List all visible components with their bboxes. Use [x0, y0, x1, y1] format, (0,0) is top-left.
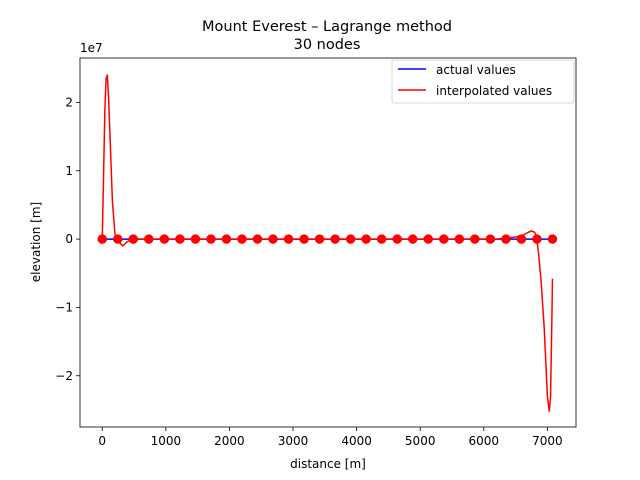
x-tick-label: 5000 [405, 434, 436, 448]
x-tick-label: 1000 [151, 434, 182, 448]
y-axis-label: elevation [m] [29, 202, 43, 282]
node-point [128, 234, 139, 244]
series-line-interpolated [101, 74, 554, 413]
node-point [159, 234, 170, 244]
x-axis: 0 1000 2000 3000 4000 5000 6000 7000 [98, 427, 563, 448]
node-point [408, 234, 418, 244]
node-point [144, 234, 154, 244]
node-point [361, 234, 371, 244]
x-tick-label: 0 [98, 434, 106, 448]
legend-box [391, 59, 575, 104]
y-tick-label: −1 [55, 300, 73, 314]
node-point [439, 234, 449, 244]
node-point [221, 234, 232, 244]
chart-title: Mount Everest – Lagrange method [202, 19, 452, 35]
x-tick-label: 4000 [341, 434, 372, 448]
legend-label-interpolated: interpolated values [436, 84, 552, 98]
node-point [283, 234, 294, 244]
y-tick-label: 2 [65, 95, 73, 109]
y-tick-label: −2 [55, 369, 73, 383]
node-point [470, 234, 480, 244]
node-point [237, 234, 247, 244]
legend: actual values interpolated values [391, 59, 575, 104]
node-point [252, 234, 263, 244]
plot-area [80, 58, 576, 427]
node-point [97, 234, 108, 244]
y-axis: −2 −1 0 1 2 [55, 95, 80, 383]
chart-subtitle: 30 nodes [294, 37, 361, 53]
y-tick-label: 0 [65, 232, 73, 246]
node-point [532, 234, 542, 244]
node-point [206, 234, 216, 244]
plot-frame [79, 57, 577, 428]
x-tick-label: 7000 [532, 434, 563, 448]
x-axis-label: distance [m] [290, 457, 366, 471]
node-point [113, 234, 123, 244]
node-point [423, 234, 434, 244]
node-point [485, 234, 496, 244]
x-tick-label: 2000 [214, 434, 245, 448]
node-point [547, 234, 558, 244]
node-point [345, 234, 356, 244]
node-point [175, 234, 185, 244]
node-point [330, 234, 340, 244]
node-point [314, 234, 325, 244]
node-point [376, 234, 387, 244]
y-scale-label: 1e7 [80, 41, 103, 55]
node-point [392, 234, 402, 244]
nodes-layer [97, 234, 558, 244]
legend-label-actual: actual values [436, 63, 516, 77]
x-tick-label: 3000 [278, 434, 309, 448]
node-point [516, 234, 527, 244]
node-point [454, 234, 465, 244]
node-point [268, 234, 278, 244]
x-tick-label: 6000 [469, 434, 500, 448]
node-point [501, 234, 511, 244]
node-point [299, 234, 309, 244]
y-tick-label: 1 [65, 164, 73, 178]
node-point [190, 234, 201, 244]
